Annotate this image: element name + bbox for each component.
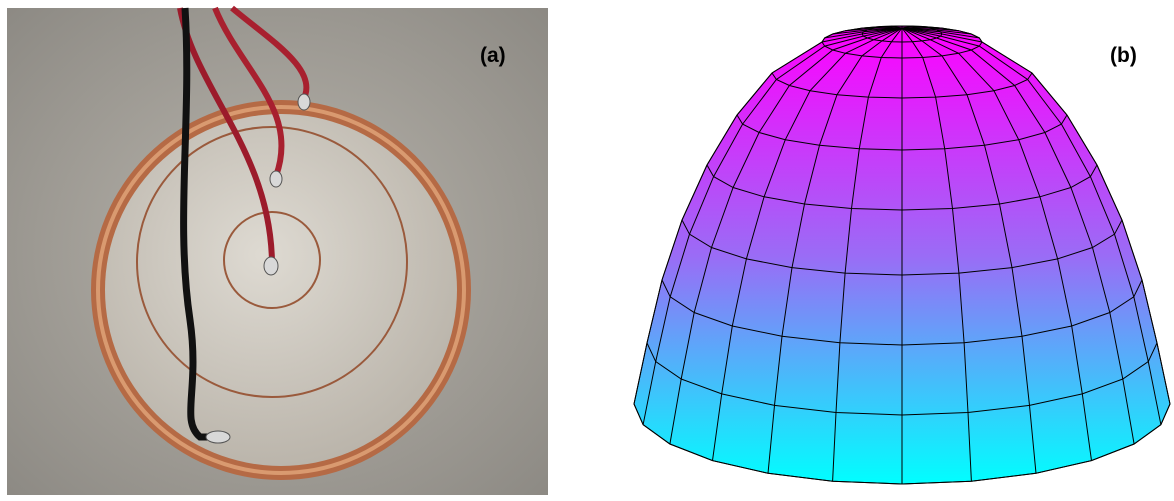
figure: (a) (b) [0, 0, 1174, 501]
panel-label: (b) [1110, 44, 1137, 67]
dome-mesh [634, 26, 1170, 484]
page: {"panels": [{"label": "(a)"}, {"label": … [0, 0, 1174, 501]
panel-label: (a) [480, 44, 506, 67]
photo [7, 8, 548, 495]
